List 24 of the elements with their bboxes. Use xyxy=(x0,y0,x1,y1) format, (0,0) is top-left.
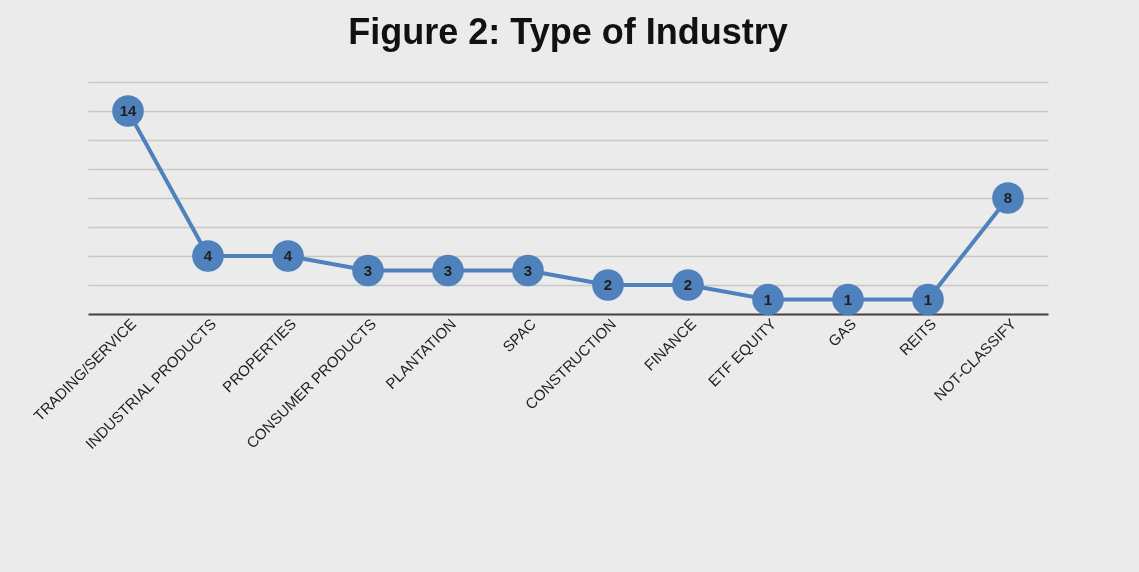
chart-title: Figure 2: Type of Industry xyxy=(348,11,788,52)
point xyxy=(272,240,304,272)
point xyxy=(432,254,464,287)
data-label: 3 xyxy=(443,261,453,279)
point xyxy=(832,283,864,316)
data-label: 1 xyxy=(923,290,933,308)
point xyxy=(992,182,1024,214)
data-label: 1 xyxy=(763,290,773,308)
point xyxy=(752,283,784,316)
point xyxy=(592,269,624,301)
point xyxy=(192,240,224,272)
data-label: 4 xyxy=(203,247,213,264)
data-label: 4 xyxy=(283,247,293,264)
data-label: 2 xyxy=(603,276,613,293)
point xyxy=(912,283,944,316)
data-label: 3 xyxy=(523,261,533,279)
data-label: 8 xyxy=(1003,189,1013,206)
point xyxy=(672,269,704,301)
point xyxy=(512,254,544,287)
data-label: 1 xyxy=(843,290,853,308)
point xyxy=(352,254,384,287)
data-label: 3 xyxy=(363,261,373,279)
data-label: 2 xyxy=(683,276,693,293)
data-label: 14 xyxy=(119,102,137,119)
